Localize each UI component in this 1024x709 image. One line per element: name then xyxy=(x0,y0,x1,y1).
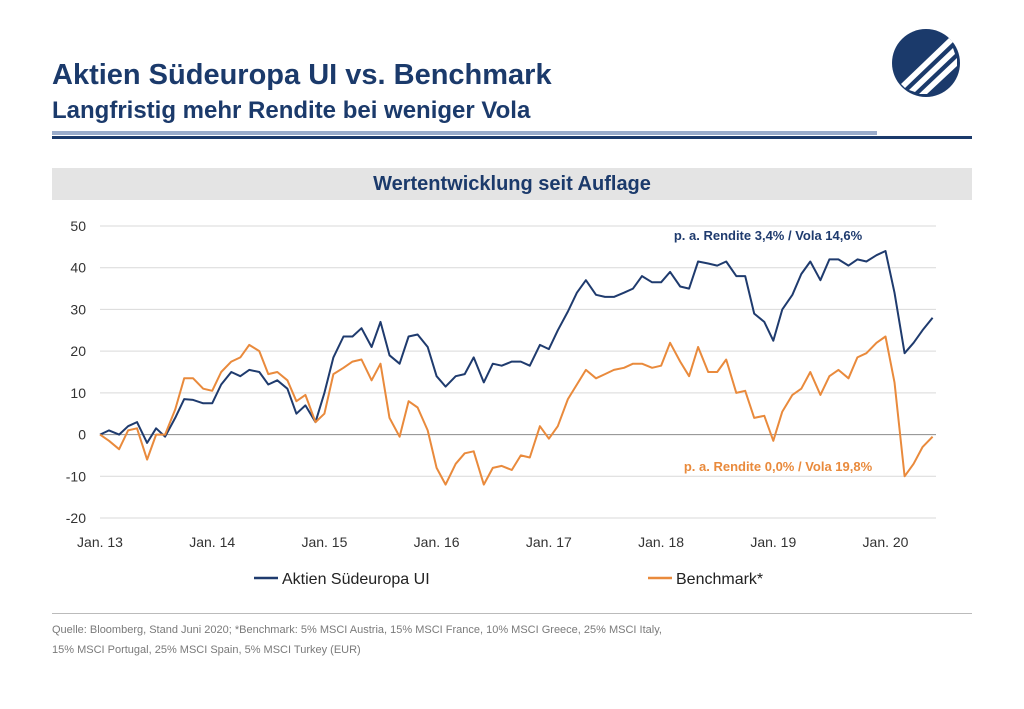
footnote-line-2: 15% MSCI Portugal, 25% MSCI Spain, 5% MS… xyxy=(52,644,361,656)
company-logo xyxy=(892,29,960,97)
fund-return-annotation: p. a. Rendite 3,4% / Vola 14,6% xyxy=(674,228,863,243)
y-tick-label: -10 xyxy=(66,468,86,484)
x-tick-label: Jan. 18 xyxy=(638,534,684,550)
x-tick-label: Jan. 17 xyxy=(526,534,572,550)
y-tick-label: 0 xyxy=(78,427,86,443)
x-tick-label: Jan. 19 xyxy=(750,534,796,550)
x-tick-label: Jan. 13 xyxy=(77,534,123,550)
page-title: Aktien Südeuropa UI vs. Benchmark xyxy=(52,59,552,91)
source-footnote: Quelle: Bloomberg, Stand Juni 2020; *Ben… xyxy=(52,620,932,660)
benchmark-return-annotation: p. a. Rendite 0,0% / Vola 19,8% xyxy=(684,459,873,474)
y-tick-label: 50 xyxy=(70,218,86,234)
x-tick-label: Jan. 16 xyxy=(414,534,460,550)
fund-series-line xyxy=(99,250,934,444)
y-tick-label: 10 xyxy=(70,385,86,401)
y-axis: -20 -10 0 10 20 30 40 50 xyxy=(66,218,86,526)
page-subtitle: Langfristig mehr Rendite bei weniger Vol… xyxy=(52,97,531,124)
chart-title: Wertentwicklung seit Auflage xyxy=(52,168,972,200)
header-accent-bar xyxy=(52,131,877,135)
header-divider xyxy=(52,136,972,139)
footnote-line-1: Quelle: Bloomberg, Stand Juni 2020; *Ben… xyxy=(52,624,662,636)
x-tick-label: Jan. 15 xyxy=(301,534,347,550)
benchmark-series-line xyxy=(99,335,934,486)
legend-label-fund: Aktien Südeuropa UI xyxy=(282,571,430,588)
y-tick-label: -20 xyxy=(66,510,86,526)
footnote-divider xyxy=(52,613,972,614)
chart-annotations: p. a. Rendite 3,4% / Vola 14,6% p. a. Ren… xyxy=(674,228,873,474)
x-tick-label: Jan. 14 xyxy=(189,534,235,550)
y-tick-label: 20 xyxy=(70,343,86,359)
chart-legend: Aktien Südeuropa UI Benchmark* xyxy=(254,571,763,588)
x-axis: Jan. 13 Jan. 14 Jan. 15 Jan. 16 Jan. 17 Jan. … xyxy=(77,534,909,550)
chart-lines xyxy=(99,250,934,486)
y-tick-label: 40 xyxy=(70,260,86,276)
x-tick-label: Jan. 20 xyxy=(863,534,909,550)
legend-label-benchmark: Benchmark* xyxy=(676,571,763,588)
y-tick-label: 30 xyxy=(70,301,86,317)
